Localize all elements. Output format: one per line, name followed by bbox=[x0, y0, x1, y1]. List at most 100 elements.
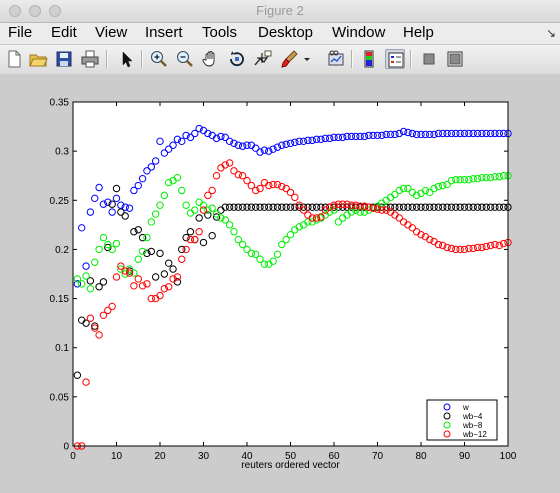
data-point bbox=[186, 235, 195, 244]
menu-window[interactable]: Window bbox=[332, 24, 386, 41]
data-point bbox=[360, 132, 369, 141]
data-point bbox=[173, 273, 182, 281]
data-point bbox=[391, 203, 399, 211]
link-plot-icon[interactable] bbox=[326, 49, 346, 69]
data-point bbox=[465, 175, 473, 184]
zoom-window-button[interactable] bbox=[49, 5, 61, 17]
data-point bbox=[343, 132, 351, 141]
minimize-window-button[interactable] bbox=[29, 5, 41, 17]
rotate-3d-icon[interactable] bbox=[227, 49, 247, 69]
menu-help[interactable]: Help bbox=[403, 24, 434, 41]
insert-legend-icon[interactable] bbox=[385, 49, 405, 69]
data-point bbox=[304, 136, 312, 145]
menu-tools[interactable]: Tools bbox=[202, 24, 238, 41]
figure-toolbar bbox=[0, 44, 560, 75]
data-point bbox=[499, 203, 508, 211]
data-point bbox=[108, 245, 116, 254]
zoom-in-icon[interactable] bbox=[149, 49, 169, 69]
new-figure-icon[interactable] bbox=[4, 49, 24, 69]
data-point bbox=[99, 200, 108, 208]
select-arrow-icon[interactable] bbox=[117, 49, 137, 69]
show-plot-tools-icon[interactable] bbox=[445, 49, 465, 69]
menu-bar: File Edit View Insert Tools Desktop Wind… bbox=[0, 23, 560, 43]
hide-plot-tools-icon[interactable] bbox=[419, 49, 439, 69]
data-point bbox=[452, 203, 460, 211]
data-point bbox=[352, 203, 360, 211]
data-point bbox=[452, 129, 460, 138]
menu-corner-arrow-icon[interactable]: ↘ bbox=[545, 26, 556, 40]
data-point bbox=[86, 314, 95, 322]
data-point bbox=[73, 280, 82, 288]
data-point bbox=[208, 204, 216, 212]
data-point bbox=[465, 203, 473, 211]
data-point bbox=[199, 201, 208, 209]
data-point bbox=[378, 206, 386, 214]
data-point bbox=[404, 128, 412, 137]
menu-view[interactable]: View bbox=[95, 24, 128, 41]
zoom-out-icon[interactable] bbox=[175, 49, 195, 69]
data-point bbox=[382, 206, 390, 214]
data-point bbox=[138, 233, 147, 242]
data-point bbox=[395, 129, 403, 138]
data-point bbox=[465, 129, 473, 138]
y-tick-label: 0.35 bbox=[50, 98, 70, 109]
data-point bbox=[456, 129, 464, 138]
data-point bbox=[238, 203, 247, 211]
print-icon[interactable] bbox=[80, 49, 100, 69]
data-point bbox=[99, 233, 108, 242]
data-point bbox=[469, 174, 477, 183]
data-point bbox=[269, 180, 277, 189]
menu-file[interactable]: File bbox=[8, 24, 33, 41]
data-point bbox=[86, 285, 95, 293]
data-point bbox=[138, 282, 147, 290]
x-tick-label: 10 bbox=[111, 451, 123, 462]
legend: wwb−4wb−8wb−12 bbox=[426, 399, 498, 441]
data-point bbox=[169, 265, 177, 273]
menu-edit[interactable]: Edit bbox=[51, 24, 77, 41]
brush-dropdown-icon[interactable] bbox=[301, 49, 313, 69]
data-point bbox=[117, 262, 125, 270]
data-point bbox=[108, 200, 116, 208]
data-cursor-icon[interactable] bbox=[253, 49, 273, 69]
data-point bbox=[421, 130, 430, 139]
x-tick-label: 30 bbox=[198, 451, 210, 462]
brush-icon[interactable] bbox=[279, 49, 299, 69]
axes-background bbox=[73, 102, 508, 446]
data-point bbox=[269, 145, 277, 153]
close-window-button[interactable] bbox=[9, 5, 21, 17]
data-point bbox=[325, 134, 334, 143]
series-wb-4 bbox=[73, 184, 512, 379]
data-point bbox=[295, 137, 303, 146]
data-point bbox=[499, 172, 508, 180]
menu-desktop[interactable]: Desktop bbox=[258, 24, 314, 41]
data-point bbox=[404, 184, 412, 193]
data-point bbox=[373, 205, 382, 213]
toolbar-separator bbox=[351, 50, 353, 68]
legend-marker bbox=[443, 430, 451, 438]
pan-hand-icon[interactable] bbox=[201, 49, 221, 69]
menu-insert[interactable]: Insert bbox=[145, 24, 183, 41]
data-point bbox=[360, 202, 369, 210]
data-point bbox=[273, 143, 282, 151]
data-point bbox=[330, 201, 338, 209]
insert-colorbar-icon[interactable] bbox=[359, 49, 379, 69]
save-icon[interactable] bbox=[54, 49, 74, 69]
data-point bbox=[312, 203, 321, 211]
data-point bbox=[352, 132, 360, 141]
data-point bbox=[191, 235, 199, 244]
data-point bbox=[243, 203, 251, 211]
data-point bbox=[243, 245, 251, 254]
data-point bbox=[156, 201, 164, 209]
data-point bbox=[178, 186, 186, 195]
data-point bbox=[186, 133, 195, 142]
data-point bbox=[160, 191, 169, 200]
data-point bbox=[165, 259, 173, 267]
data-point bbox=[291, 138, 299, 146]
data-point bbox=[260, 146, 269, 154]
data-point bbox=[456, 175, 464, 184]
data-point bbox=[460, 245, 469, 254]
data-point bbox=[125, 204, 134, 212]
y-tick-label: 0.2 bbox=[55, 245, 69, 256]
data-point bbox=[234, 203, 243, 211]
open-file-icon[interactable] bbox=[28, 49, 48, 69]
